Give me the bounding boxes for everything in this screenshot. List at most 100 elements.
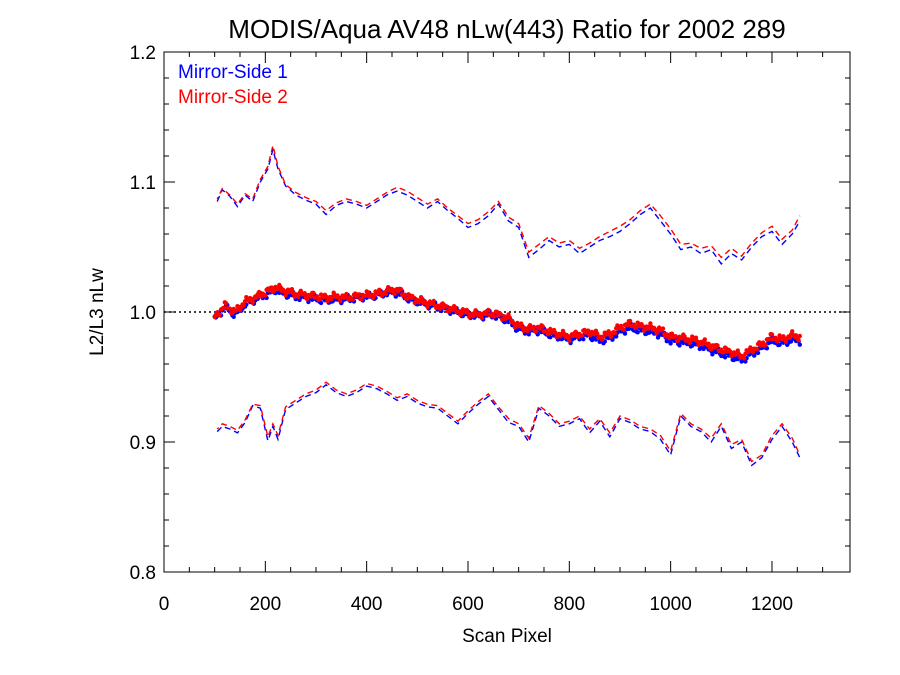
mirror-side-2-mean-point (311, 290, 316, 296)
mirror-side-2-mean-point (527, 323, 533, 328)
x-tick-label: 200 (249, 594, 281, 615)
mirror-side-2-mean-point (473, 308, 478, 313)
mirror-side-2-mean-point (363, 293, 368, 298)
mirror-side-2-mean-point (660, 326, 666, 331)
mirror-side-2-mean-point (540, 324, 545, 329)
mirror-side-2-mean-point (750, 350, 756, 355)
x-axis-label: Scan Pixel (462, 626, 552, 647)
mirror-side-1-mean-point (722, 355, 728, 360)
mirror-side-2-mean-point (296, 294, 301, 300)
mirror-side-2-mean-point (444, 304, 449, 309)
mirror-side-2-mean-point (498, 312, 504, 317)
mirror-side-2-mean-point (256, 289, 262, 295)
y-axis-label: L2/L3 nLw (87, 268, 108, 356)
mirror-side-2-mean-point (693, 335, 699, 340)
mirror-side-2-mean-point (634, 324, 639, 330)
mirror-side-1-mean-point (548, 335, 553, 340)
mirror-side-1-upper-envelope (216, 146, 801, 265)
mirror-side-1-mean-point (677, 343, 682, 348)
mirror-side-1-mean-point (755, 350, 761, 356)
plot-frame (163, 51, 851, 573)
mirror-side-2-mean-point (783, 339, 789, 344)
mirror-side-2-mean-point (721, 349, 726, 355)
mirror-side-2-mean-point (525, 328, 530, 334)
mirror-side-2-mean-point (573, 329, 578, 334)
x-tick-label: 400 (351, 594, 383, 615)
mirror-side-2-mean-point (350, 297, 355, 302)
legend-mirror-side-2: Mirror-Side 2 (178, 87, 288, 108)
mirror-side-2-mean-point (560, 328, 566, 334)
mirror-side-2-mean-point (223, 301, 229, 306)
mirror-side-2-mean-point (479, 315, 485, 321)
mirror-side-2-mean-point (269, 285, 274, 290)
mirror-side-1-mean-point (626, 326, 631, 331)
mirror-side-2-mean-point (667, 335, 672, 341)
mirror-side-2-mean-point (411, 295, 416, 300)
mirror-side-2-mean-point (654, 331, 659, 336)
mirror-side-2-mean-point (754, 346, 759, 352)
legend-mirror-side-1: Mirror-Side 1 (178, 62, 288, 83)
mirror-side-2-mean-point (440, 301, 445, 306)
mirror-side-2-mean-point (289, 287, 295, 292)
mirror-side-2-mean-point (748, 345, 753, 350)
mirror-side-2-mean-point (709, 347, 714, 352)
mirror-side-2-mean-point (682, 334, 687, 339)
mirror-side-2-mean-points (212, 282, 802, 361)
mirror-side-2-mean-point (344, 291, 349, 297)
mirror-side-2-mean-point (702, 337, 707, 342)
x-tick-label: 1200 (751, 594, 793, 615)
mirror-side-2-mean-point (402, 292, 407, 297)
y-tick-label: 1.0 (130, 303, 156, 324)
mirror-side-1-mean-point (614, 334, 619, 339)
mirror-side-2-mean-point (337, 298, 343, 304)
series-mirror-side-2 (212, 145, 802, 463)
mirror-side-2-mean-point (715, 343, 720, 348)
mirror-side-1-mean-point (231, 314, 236, 319)
mirror-side-2-mean-point (304, 296, 310, 302)
mirror-side-2-mean-point (217, 312, 222, 317)
mirror-side-1-mean-point (690, 343, 695, 348)
mirror-side-2-mean-point (453, 305, 458, 310)
mirror-side-1-mean-point (622, 331, 628, 336)
mirror-side-2-mean-point (507, 315, 512, 320)
mirror-side-2-mean-point (769, 332, 775, 337)
mirror-side-2-mean-point (627, 318, 633, 324)
mirror-side-2-mean-point (625, 322, 630, 328)
mirror-side-2-mean-point (600, 337, 605, 342)
y-tick-label: 1.1 (130, 173, 156, 194)
y-tick-label: 1.2 (130, 43, 156, 64)
mirror-side-2-mean-point (356, 292, 362, 297)
y-tick-label: 0.9 (130, 433, 156, 454)
mirror-side-2-mean-point (586, 328, 591, 333)
x-tick-label: 600 (452, 594, 484, 615)
mirror-side-2-mean-point (619, 323, 624, 329)
y-tick-label: 0.8 (130, 563, 156, 584)
mirror-side-2-mean-point (531, 324, 537, 330)
mirror-side-2-mean-point (383, 291, 388, 297)
mirror-side-2-mean-point (621, 327, 626, 332)
mirror-side-2-mean-point (308, 294, 314, 299)
mirror-side-2-mean-point (437, 306, 443, 311)
mirror-side-2-mean-point (706, 341, 711, 346)
mirror-side-1-lower-envelope (216, 383, 801, 467)
mirror-side-2-mean-point (492, 314, 497, 319)
mirror-side-2-mean-point (612, 330, 618, 336)
mirror-side-2-mean-point (608, 334, 614, 339)
mirror-side-2-mean-point (398, 286, 404, 292)
mirror-side-2-mean-point (797, 333, 802, 339)
mirror-side-2-mean-point (648, 321, 653, 326)
mirror-side-2-mean-point (254, 295, 259, 300)
mirror-side-2-mean-point (735, 348, 740, 353)
mirror-side-2-mean-point (389, 286, 395, 292)
mirror-side-2-mean-point (579, 333, 585, 338)
mirror-side-2-mean-point (221, 305, 226, 310)
mirror-side-2-mean-point (486, 307, 491, 313)
axis-ticks (163, 51, 850, 573)
mirror-side-2-mean-point (790, 329, 795, 334)
mirror-side-2-lower-envelope (216, 381, 801, 463)
mirror-side-2-mean-point (250, 300, 255, 305)
mirror-side-1-mean-point (581, 337, 586, 342)
mirror-side-2-mean-point (302, 291, 307, 296)
mirror-side-1-mean-point (768, 340, 773, 345)
